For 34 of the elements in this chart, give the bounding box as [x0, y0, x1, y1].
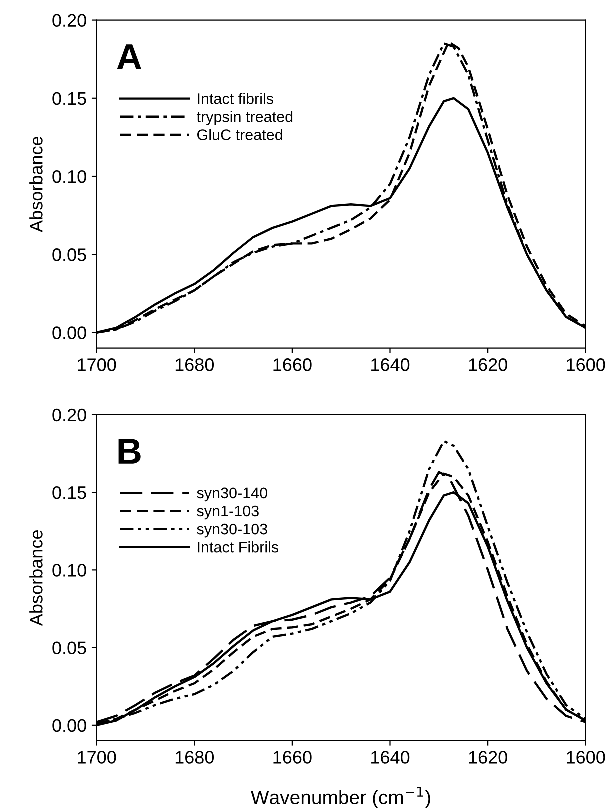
- x-tick-label: 1660: [274, 358, 312, 372]
- x-tick-label: 1700: [78, 358, 116, 372]
- legend-label: GluC treated: [198, 129, 282, 140]
- x-tick-label: 1680: [176, 751, 214, 764]
- x-tick-label: 1640: [372, 358, 410, 372]
- legend-label: syn1-103: [197, 506, 259, 520]
- y-tick-label: 0.10: [52, 564, 86, 577]
- x-tick-label: 1640: [372, 751, 410, 764]
- annotation: A: [117, 44, 142, 70]
- y-tick-label: 0.15: [52, 92, 86, 106]
- annotation: B: [118, 439, 141, 464]
- y-tick-label: 0.05: [52, 642, 86, 655]
- y-tick-label: 0.20: [52, 408, 86, 422]
- legend-label: Intact Fibrils: [198, 542, 279, 553]
- y-axis-title: Absorbance: [30, 530, 43, 626]
- y-tick-label: 0.00: [52, 326, 86, 340]
- legend-label: trypsin treated: [196, 111, 293, 126]
- x-tick-label: 1660: [274, 751, 312, 764]
- legend-label: Intact fibrils: [198, 93, 274, 104]
- x-tick-label: 1700: [78, 751, 116, 764]
- y-axis-title: Absorbance: [30, 136, 43, 232]
- y-tick-label: 0.20: [52, 14, 86, 28]
- x-tick-label: 1680: [176, 358, 214, 372]
- legend-label: syn30-140: [197, 488, 268, 502]
- x-tick-label: 1620: [469, 751, 508, 764]
- y-tick-label: 0.10: [52, 170, 86, 184]
- y-tick-label: 0.05: [52, 248, 86, 262]
- x-tick-label: 1600: [567, 358, 606, 372]
- x-tick-label: 1600: [567, 751, 606, 764]
- x-axis-title: Wavenumber (cm$^{−1}$): [251, 786, 430, 808]
- y-tick-label: 0.15: [52, 486, 86, 500]
- y-tick-label: 0.00: [52, 719, 86, 732]
- legend-label: syn30-103: [197, 524, 268, 538]
- x-tick-label: 1620: [469, 358, 508, 372]
